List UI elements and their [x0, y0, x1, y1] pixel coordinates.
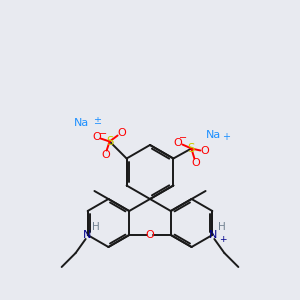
Text: N: N	[82, 230, 91, 240]
Text: O: O	[191, 158, 200, 167]
Text: O: O	[101, 149, 110, 160]
Text: O: O	[173, 137, 182, 148]
Text: +: +	[219, 236, 226, 244]
Text: Na: Na	[74, 118, 89, 128]
Text: H: H	[92, 222, 100, 232]
Text: N: N	[209, 230, 218, 240]
Text: −: −	[179, 134, 188, 143]
Text: S: S	[188, 142, 195, 155]
Text: +: +	[222, 131, 230, 142]
Text: −: −	[99, 128, 107, 139]
Text: O: O	[200, 146, 209, 157]
Text: O: O	[146, 230, 154, 240]
Text: Na: Na	[206, 130, 221, 140]
Text: S: S	[106, 135, 113, 148]
Text: ±: ±	[93, 116, 101, 127]
Text: O: O	[117, 128, 126, 139]
Text: H: H	[218, 222, 226, 232]
Text: O: O	[92, 133, 101, 142]
